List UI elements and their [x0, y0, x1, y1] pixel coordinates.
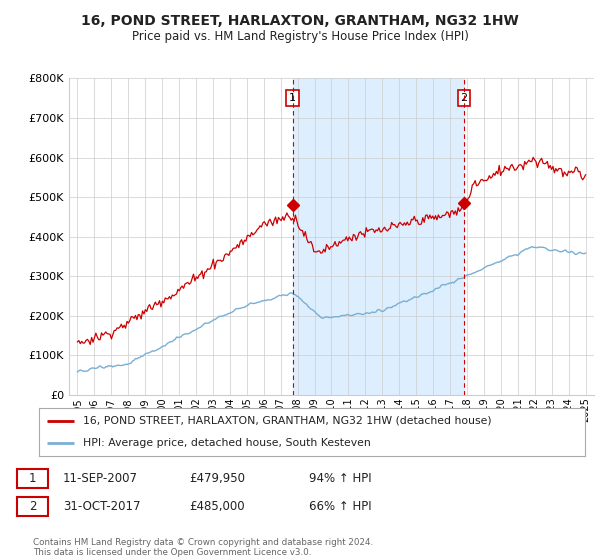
Text: 2: 2	[461, 93, 467, 103]
Text: Contains HM Land Registry data © Crown copyright and database right 2024.
This d: Contains HM Land Registry data © Crown c…	[33, 538, 373, 557]
Text: HPI: Average price, detached house, South Kesteven: HPI: Average price, detached house, Sout…	[83, 438, 370, 448]
Text: 1: 1	[29, 472, 36, 486]
Bar	[293, 78, 464, 395]
Text: 94% ↑ HPI: 94% ↑ HPI	[309, 472, 371, 486]
Text: 2: 2	[29, 500, 36, 514]
Text: Price paid vs. HM Land Registry's House Price Index (HPI): Price paid vs. HM Land Registry's House …	[131, 30, 469, 43]
Text: 16, POND STREET, HARLAXTON, GRANTHAM, NG32 1HW: 16, POND STREET, HARLAXTON, GRANTHAM, NG…	[81, 14, 519, 28]
Text: 11-SEP-2007: 11-SEP-2007	[63, 472, 138, 486]
Text: £485,000: £485,000	[189, 500, 245, 514]
Text: 66% ↑ HPI: 66% ↑ HPI	[309, 500, 371, 514]
Text: 31-OCT-2017: 31-OCT-2017	[63, 500, 140, 514]
Text: £479,950: £479,950	[189, 472, 245, 486]
Text: 16, POND STREET, HARLAXTON, GRANTHAM, NG32 1HW (detached house): 16, POND STREET, HARLAXTON, GRANTHAM, NG…	[83, 416, 491, 426]
Text: 1: 1	[289, 93, 296, 103]
